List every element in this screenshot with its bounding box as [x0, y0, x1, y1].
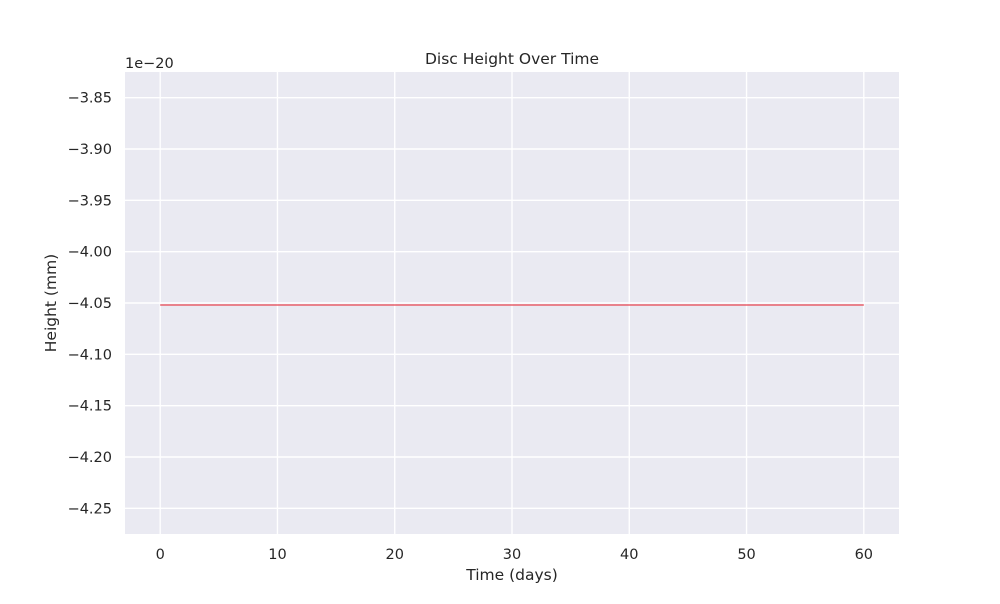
y-offset-label: 1e−20 — [125, 56, 174, 72]
x-tick-label: 40 — [620, 547, 638, 563]
y-axis-label: Height (mm) — [42, 254, 60, 352]
y-gridlines — [125, 96, 899, 510]
x-tick-label: 10 — [268, 547, 286, 563]
y-tick-label: −4.15 — [68, 399, 112, 415]
chart-title: Disc Height Over Time — [425, 50, 599, 68]
y-tick-label: −3.90 — [68, 142, 112, 158]
y-tick-labels: −3.85 −3.90 −3.95 −4.00 −4.05 −4.10 −4.15 −4.20… — [68, 91, 112, 518]
x-axis-label: Time (days) — [465, 566, 558, 584]
x-tick-label: 30 — [503, 547, 521, 563]
x-tick-label: 60 — [855, 547, 873, 563]
x-tick-labels: 0 10 20 30 40 50 60 — [156, 547, 873, 563]
x-tick-label: 20 — [386, 547, 404, 563]
y-tick-label: −4.05 — [68, 296, 112, 312]
y-tick-label: −3.85 — [68, 91, 112, 107]
x-tick-label: 50 — [737, 547, 755, 563]
y-tick-label: −4.20 — [68, 450, 112, 466]
x-tick-label: 0 — [156, 547, 165, 563]
y-tick-label: −3.95 — [68, 193, 112, 209]
y-tick-label: −4.25 — [68, 501, 112, 517]
y-tick-label: −4.10 — [68, 347, 112, 363]
y-tick-label: −4.00 — [68, 245, 112, 261]
